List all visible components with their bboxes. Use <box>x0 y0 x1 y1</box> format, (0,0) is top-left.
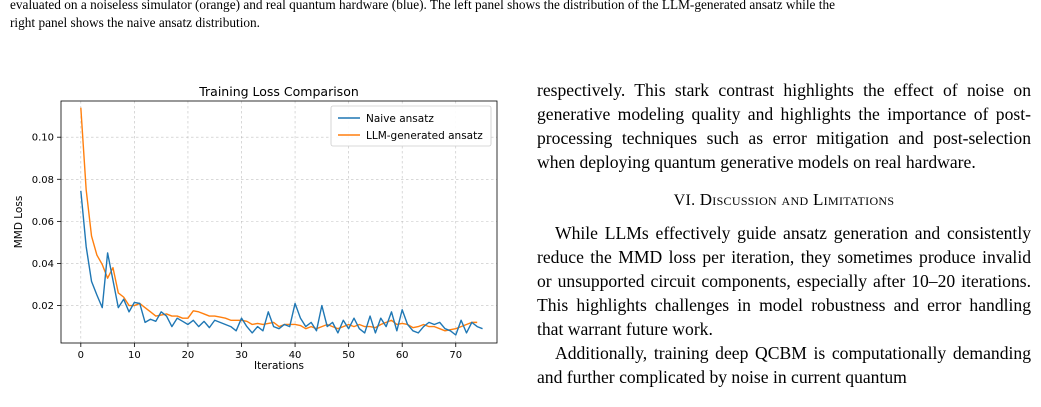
body-paragraph-2: While LLMs effectively guide ansatz gene… <box>537 223 1031 339</box>
series-line-naive-ansatz <box>80 190 483 336</box>
y-tick-label: 0.02 <box>32 301 54 312</box>
chart-title: Training Loss Comparison <box>198 84 359 99</box>
x-tick-label: 40 <box>289 350 302 361</box>
y-tick-label: 0.04 <box>32 259 54 270</box>
plot-frame <box>60 100 498 344</box>
body-text-column: respectively. This stark contrast highli… <box>537 78 1031 389</box>
y-axis-label: MMD Loss <box>13 196 25 249</box>
training-loss-figure: 0 10 20 30 40 50 60 70 0.02 0.04 0.06 0.08 0.10 Trai… <box>8 84 503 384</box>
section-heading: VI. Discussion and Limitations <box>537 188 1031 213</box>
training-loss-chart: 0 10 20 30 40 50 60 70 0.02 0.04 0.06 0.08 0.10 Trai… <box>13 84 498 372</box>
chart-legend: Naive ansatz LLM-generated ansatz <box>330 105 492 147</box>
x-axis-label: Iterations <box>254 360 304 372</box>
y-tick-label: 0.08 <box>32 175 54 186</box>
x-tick-label: 50 <box>342 350 355 361</box>
section-title: Discussion and Limitations <box>699 190 895 209</box>
x-tick-label: 60 <box>396 350 409 361</box>
x-tick-label: 10 <box>128 350 141 361</box>
legend-label-naive: Naive ansatz <box>366 113 434 125</box>
legend-box <box>330 105 492 147</box>
caption-line-2: right panel shows the naive ansatz distr… <box>10 14 261 30</box>
y-tick-label: 0.10 <box>32 133 54 144</box>
figure-caption: evaluated on a noiseless simulator (oran… <box>10 0 1031 31</box>
x-tick-label: 0 <box>78 350 84 361</box>
y-tick-label: 0.06 <box>32 217 54 228</box>
x-tick-label: 30 <box>235 350 248 361</box>
body-paragraph-1: respectively. This stark contrast highli… <box>537 80 1031 172</box>
x-tick-label: 70 <box>449 350 462 361</box>
body-paragraph-3: Additionally, training deep QCBM is comp… <box>537 343 1031 387</box>
series-line-llm-generated-ansatz <box>80 107 478 332</box>
x-tick-label: 20 <box>182 350 195 361</box>
section-number: VI. <box>673 192 696 209</box>
legend-label-llm: LLM-generated ansatz <box>366 130 483 142</box>
caption-line-1: evaluated on a noiseless simulator (oran… <box>10 0 835 12</box>
